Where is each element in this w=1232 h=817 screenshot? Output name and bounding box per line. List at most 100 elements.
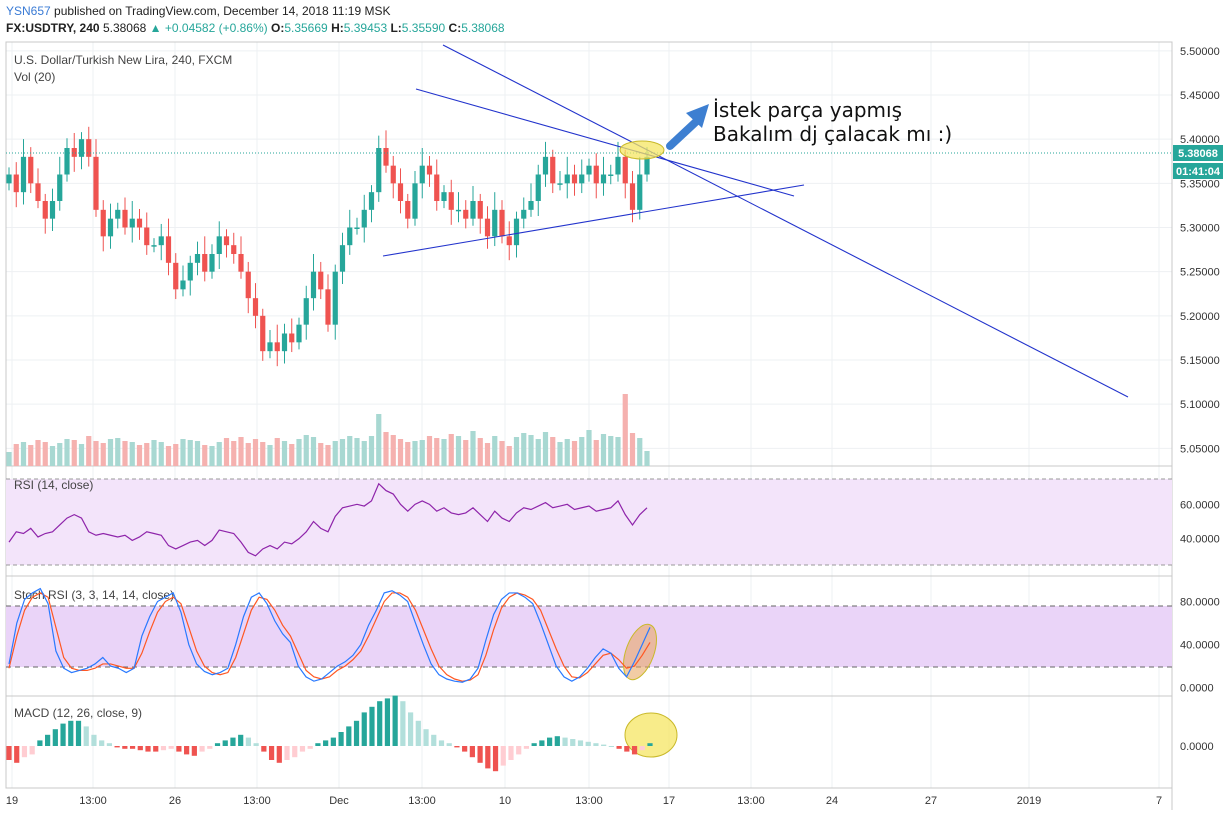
macd-bar (415, 720, 421, 746)
volume-bar (238, 437, 244, 466)
volume-bar (281, 441, 288, 466)
macd-bar (516, 746, 522, 755)
macd-bar (191, 746, 197, 756)
time-tick-label: 13:00 (575, 795, 603, 807)
symbol-interval: FX:USDTRY, 240 (6, 21, 100, 35)
volume-bar (42, 442, 48, 466)
candle-body (194, 254, 201, 263)
price-tick-label: 5.50000 (1180, 46, 1220, 58)
volume-bar (209, 446, 215, 466)
highlight-ellipse-macd (624, 712, 678, 758)
close-label: C: (448, 21, 462, 35)
macd-bar (562, 737, 568, 746)
volume-bar (93, 441, 99, 466)
price-tick-label: 5.10000 (1180, 399, 1220, 411)
volume-bar (615, 437, 621, 466)
macd-bar (153, 746, 159, 752)
volume-bar (550, 437, 556, 466)
candle-body (325, 289, 331, 325)
volume-bar (194, 441, 201, 466)
volume-bar (71, 440, 77, 466)
rsi-tick-label: 60.0000 (1180, 499, 1220, 511)
rsi-tick-label: 40.0000 (1180, 534, 1220, 546)
candle-body (13, 174, 19, 193)
volume-bar (122, 441, 128, 466)
volume-bar (13, 444, 19, 466)
candle-body (405, 201, 411, 219)
macd-histogram (6, 695, 653, 772)
macd-bar (176, 746, 182, 752)
candle-body (129, 218, 135, 228)
macd-bar (462, 746, 468, 752)
macd-bar (485, 746, 491, 769)
macd-bar (361, 712, 367, 746)
volume-bar (100, 443, 106, 466)
volume-bar (499, 441, 505, 466)
macd-bar (469, 746, 475, 758)
candle-body (455, 209, 462, 212)
macd-bar (60, 723, 66, 746)
macd-bar (438, 740, 445, 746)
stoch-tick-label: 80.0000 (1180, 597, 1220, 609)
volume-title: Vol (20) (14, 70, 55, 84)
candle-body (477, 201, 483, 219)
macd-bar (323, 740, 329, 746)
macd-bar (106, 743, 112, 746)
candle-body (463, 209, 469, 219)
volume-bar (521, 433, 527, 466)
volume-bar (20, 442, 27, 466)
candle-body (115, 209, 121, 219)
candle-body (361, 209, 367, 228)
price-axis[interactable]: 5.50000 5.45000 5.40000 5.35000 5.30000 5.250… (1180, 46, 1220, 753)
volume-bar (557, 442, 563, 466)
volume-bar (492, 436, 498, 466)
volume-bar (397, 439, 404, 466)
macd-bar (99, 740, 105, 746)
last-price-badge-text: 5.38068 (1178, 148, 1218, 160)
volume-bar (434, 438, 440, 466)
macd-bar (369, 706, 375, 746)
volume-bars (6, 394, 650, 466)
candle-body (397, 183, 404, 201)
grid-lines (6, 42, 1172, 788)
volume-bar (64, 439, 70, 466)
macd-bar (446, 743, 452, 746)
time-tick-label: Dec (329, 795, 349, 807)
candle-body (318, 271, 324, 290)
macd-bar (431, 734, 437, 746)
macd-bar (353, 720, 360, 746)
macd-bar (21, 746, 28, 758)
candle-body (71, 148, 77, 157)
candle-body (144, 227, 150, 246)
countdown-text: 01:41:04 (1176, 166, 1221, 178)
time-tick-label: 26 (169, 795, 181, 807)
low-label: L: (390, 21, 402, 35)
volume-bar (129, 442, 135, 466)
macd-bar (91, 734, 97, 746)
volume-bar (455, 436, 462, 466)
macd-bar (122, 746, 128, 749)
close-value: 5.38068 (461, 21, 505, 35)
macd-bar (129, 746, 136, 749)
volume-bar (361, 441, 367, 466)
macd-bar (238, 734, 244, 746)
time-axis[interactable]: 19 13:00 26 13:00 Dec 13:00 10 13:00 17 13:00 24 27… (6, 795, 1162, 807)
macd-bar (377, 701, 383, 746)
volume-bar (115, 438, 121, 466)
candle-body (383, 148, 389, 166)
author-link[interactable]: YSN657 (6, 4, 51, 18)
macd-bar (299, 746, 306, 752)
stoch-d-line (8, 592, 651, 682)
volume-bar (318, 443, 324, 466)
stoch-tick-label: 40.0000 (1180, 640, 1220, 652)
candle-body (593, 165, 599, 184)
macd-bar (492, 746, 499, 772)
macd-title: MACD (12, 26, close, 9) (14, 706, 142, 720)
annotation-arrow-icon (666, 104, 709, 150)
volume-bar (267, 445, 273, 466)
macd-bar (608, 746, 614, 747)
volume-bar (339, 439, 346, 466)
volume-bar (136, 445, 143, 466)
candle-body (100, 209, 106, 237)
